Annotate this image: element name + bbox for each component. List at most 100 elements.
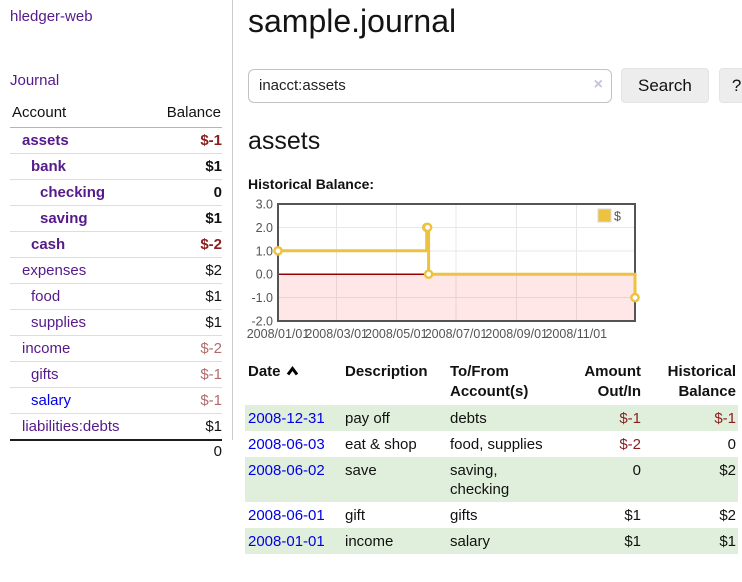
search-input[interactable] bbox=[248, 68, 612, 103]
account-link[interactable]: cash bbox=[31, 236, 66, 253]
account-balance: $-1 bbox=[200, 366, 222, 383]
account-link[interactable]: income bbox=[22, 340, 71, 357]
brand-link[interactable]: hledger-web bbox=[10, 8, 93, 25]
data-point-marker bbox=[273, 246, 283, 256]
account-balance: $-2 bbox=[200, 340, 222, 357]
accounts-header-account: Account bbox=[12, 104, 67, 121]
y-axis-tick-label: -1.0 bbox=[251, 291, 273, 305]
column-header-balance[interactable]: Historical Balance bbox=[667, 363, 736, 400]
nav-journal-link[interactable]: Journal bbox=[10, 72, 60, 89]
legend-swatch bbox=[597, 208, 612, 223]
x-axis-tick-label: 2008/09/01 bbox=[485, 327, 548, 341]
register-date-cell: 2008-06-02 bbox=[245, 457, 345, 502]
register-date-cell: 2008-01-01 bbox=[245, 528, 345, 554]
register-row: 2008-12-31 pay off debts $-1 $-1 bbox=[245, 405, 738, 431]
historical-balance-chart: $3.0 2.0 1.0 0.0 -1.0 -2.02008/01/012008/03/0… bbox=[247, 198, 640, 341]
register-accounts-cell: saving, checking bbox=[450, 457, 570, 502]
register-description-cell: eat & shop bbox=[345, 436, 417, 453]
register-accounts-cell: food, supplies bbox=[450, 436, 543, 453]
sidebar: hledger-web Journal Account Balance asse… bbox=[0, 0, 233, 460]
accounts-rows: assets $-1 bank $1 checking 0 saving $1 cash $-2 e… bbox=[10, 128, 222, 439]
account-link[interactable]: food bbox=[31, 288, 61, 305]
column-header-description[interactable]: Description bbox=[345, 363, 428, 380]
register-balance-cell: $2 bbox=[643, 457, 738, 502]
account-link[interactable]: salary bbox=[31, 392, 72, 409]
account-balance: $2 bbox=[205, 262, 222, 279]
register-accounts-cell: debts bbox=[450, 405, 570, 431]
sort-ascending-icon bbox=[286, 363, 299, 383]
transaction-date-link[interactable]: 2008-06-02 bbox=[248, 462, 325, 479]
accounts-table: Account Balance assets $-1 bank $1 checking 0… bbox=[10, 104, 222, 462]
account-link[interactable]: checking bbox=[40, 184, 106, 201]
account-link[interactable]: bank bbox=[31, 158, 67, 175]
register-row: 2008-06-03 eat & shop food, supplies $-2 0 bbox=[245, 431, 738, 457]
account-row: checking 0 bbox=[10, 180, 222, 206]
y-axis-tick-label: 1.0 bbox=[256, 244, 273, 258]
account-row: supplies $1 bbox=[10, 310, 222, 336]
register-balance-cell: 0 bbox=[727, 436, 736, 453]
y-axis-tick-label: 2.0 bbox=[256, 221, 273, 235]
register-amount-cell: $1 bbox=[624, 507, 641, 524]
register-row: 2008-01-01 income salary $1 $1 bbox=[245, 528, 738, 554]
x-axis-tick-label: 2008/03/01 bbox=[305, 327, 368, 341]
register-date-cell: 2008-06-01 bbox=[245, 502, 345, 528]
transaction-date-link[interactable]: 2008-06-03 bbox=[248, 436, 325, 453]
register-header-row: Date Description To/From Account(s) Amou… bbox=[245, 362, 738, 405]
account-row: liabilities:debts $1 bbox=[10, 414, 222, 439]
register-description-cell: save bbox=[345, 457, 450, 502]
account-balance: $1 bbox=[205, 314, 222, 331]
account-balance: $1 bbox=[205, 158, 222, 175]
register-date-cell: 2008-06-03 bbox=[245, 431, 345, 457]
account-balance: $1 bbox=[205, 210, 222, 227]
register-amount-cell: 0 bbox=[570, 457, 643, 502]
account-balance: $-1 bbox=[200, 132, 222, 149]
column-header-accounts[interactable]: To/From Account(s) bbox=[450, 363, 529, 400]
data-point-marker bbox=[422, 222, 433, 233]
account-row: gifts $-1 bbox=[10, 362, 222, 388]
negative-region bbox=[278, 274, 635, 321]
register-balance-cell: $-1 bbox=[643, 405, 738, 431]
transaction-date-link[interactable]: 2008-12-31 bbox=[248, 410, 325, 427]
account-row: bank $1 bbox=[10, 154, 222, 180]
account-balance: $-1 bbox=[200, 392, 222, 409]
y-axis-tick-label: -2.0 bbox=[251, 315, 273, 329]
x-axis-tick-label: 2008/05/01 bbox=[365, 327, 428, 341]
accounts-table-header: Account Balance bbox=[10, 104, 222, 128]
legend-label: $ bbox=[614, 210, 621, 224]
account-balance: 0 bbox=[213, 184, 222, 201]
account-row: salary $-1 bbox=[10, 388, 222, 414]
register-description-cell: pay off bbox=[345, 405, 450, 431]
register-description-cell: gift bbox=[345, 507, 366, 524]
register-balance-cell: $2 bbox=[719, 507, 736, 524]
register-balance-cell: $1 bbox=[643, 528, 738, 554]
account-row: food $1 bbox=[10, 284, 222, 310]
x-axis-tick-label: 2008/07/01 bbox=[425, 327, 488, 341]
register-row: 2008-06-02 save saving, checking 0 $2 bbox=[245, 457, 738, 502]
chart-label: Historical Balance: bbox=[248, 176, 375, 192]
column-header-amount[interactable]: Amount Out/In bbox=[584, 363, 641, 400]
data-point-marker bbox=[630, 292, 640, 303]
help-button[interactable]: ? bbox=[718, 68, 742, 103]
account-link[interactable]: expenses bbox=[22, 262, 87, 279]
column-header-date[interactable]: Date bbox=[245, 362, 345, 405]
account-link[interactable]: supplies bbox=[31, 314, 87, 331]
transaction-date-link[interactable]: 2008-01-01 bbox=[248, 533, 325, 550]
transaction-date-link[interactable]: 2008-06-01 bbox=[248, 507, 325, 524]
register-date-cell: 2008-12-31 bbox=[245, 405, 345, 431]
account-link[interactable]: assets bbox=[22, 132, 69, 149]
account-balance: $-2 bbox=[200, 236, 222, 253]
register-description-cell: income bbox=[345, 528, 450, 554]
register-table: Date Description To/From Account(s) Amou… bbox=[245, 362, 738, 554]
account-row: expenses $2 bbox=[10, 258, 222, 284]
account-link[interactable]: saving bbox=[40, 210, 88, 227]
account-link[interactable]: gifts bbox=[31, 366, 59, 383]
account-link[interactable]: liabilities:debts bbox=[22, 418, 120, 435]
clear-search-icon[interactable]: × bbox=[593, 75, 603, 93]
account-row: cash $-2 bbox=[10, 232, 222, 258]
accounts-total-value: 0 bbox=[213, 443, 222, 460]
account-heading: assets bbox=[248, 127, 321, 155]
x-axis-tick-label: 2008/01/01 bbox=[247, 327, 310, 341]
search-button[interactable]: Search bbox=[621, 68, 709, 103]
y-axis-tick-label: 3.0 bbox=[256, 198, 273, 212]
